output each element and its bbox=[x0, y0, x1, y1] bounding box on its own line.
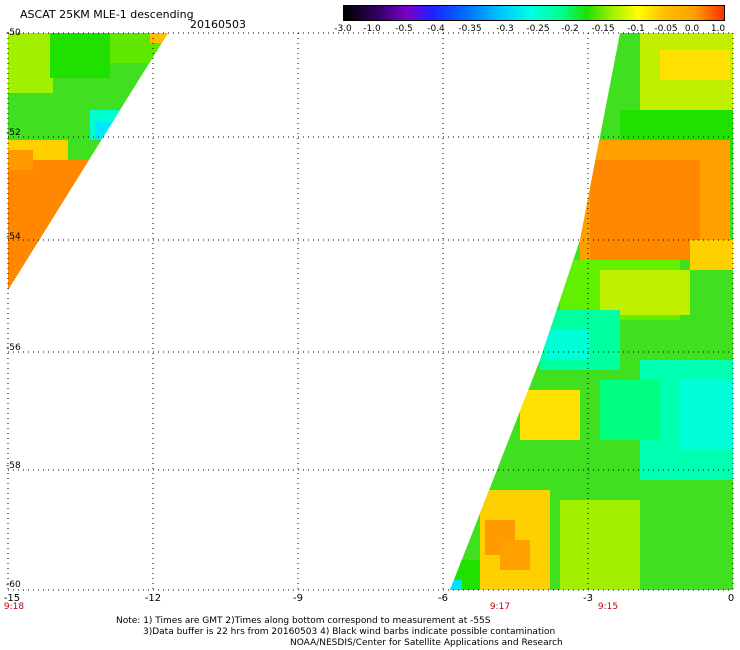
lat-label: -60 bbox=[6, 580, 21, 590]
right-swath bbox=[450, 33, 733, 590]
color-bar bbox=[343, 5, 725, 21]
lon-label: 0 bbox=[727, 593, 735, 604]
note-line-3: NOAA/NESDIS/Center for Satellite Applica… bbox=[290, 638, 563, 648]
colorbar-label: -0.35 bbox=[458, 24, 482, 34]
time-label: 9:18 bbox=[3, 602, 25, 612]
lon-label: -12 bbox=[144, 593, 162, 604]
lon-label: -3 bbox=[583, 593, 593, 604]
lat-label: -58 bbox=[6, 461, 21, 471]
lat-label: -56 bbox=[6, 343, 21, 353]
left-swath bbox=[8, 33, 168, 290]
note-line-2: 3)Data buffer is 22 hrs from 20160503 4)… bbox=[143, 627, 556, 637]
colorbar-label: -0.1 bbox=[627, 24, 645, 34]
colorbar-label: -0.15 bbox=[591, 24, 615, 34]
colorbar-label: -0.3 bbox=[496, 24, 514, 34]
colorbar-label: -0.05 bbox=[654, 24, 678, 34]
colorbar-label: -1.0 bbox=[363, 24, 381, 34]
colorbar-label: -0.4 bbox=[427, 24, 445, 34]
lon-label: -15 bbox=[3, 593, 21, 604]
map-date: 20160503 bbox=[190, 18, 246, 31]
colorbar-label: 0.0 bbox=[684, 24, 700, 34]
note-line-1: Note: 1) Times are GMT 2)Times along bot… bbox=[116, 616, 491, 626]
lon-label: -6 bbox=[438, 593, 448, 604]
lat-label: -50 bbox=[6, 28, 21, 38]
colorbar-label: -0.2 bbox=[561, 24, 579, 34]
map-title: ASCAT 25KM MLE-1 descending bbox=[20, 8, 194, 21]
graticule bbox=[7, 32, 734, 591]
colorbar-label: -0.25 bbox=[526, 24, 550, 34]
lon-label: -9 bbox=[293, 593, 303, 604]
lat-label: -52 bbox=[6, 128, 21, 138]
colorbar-label: -0.5 bbox=[395, 24, 413, 34]
colorbar-label: 1.0 bbox=[710, 24, 726, 34]
time-label: 9:15 bbox=[597, 602, 619, 612]
time-label: 9:17 bbox=[489, 602, 511, 612]
colorbar-label: -3.0 bbox=[334, 24, 352, 34]
lat-label: -54 bbox=[6, 232, 21, 242]
